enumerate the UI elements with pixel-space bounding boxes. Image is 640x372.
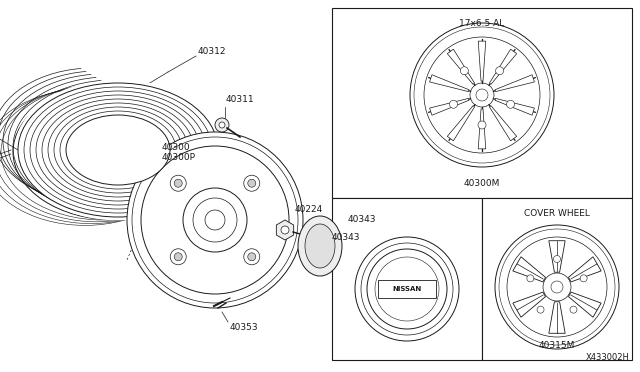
Circle shape: [219, 122, 225, 128]
Text: X433002H: X433002H: [586, 353, 630, 362]
Circle shape: [543, 273, 571, 301]
Polygon shape: [447, 106, 475, 141]
Circle shape: [507, 237, 607, 337]
Circle shape: [527, 275, 534, 282]
Text: 40300: 40300: [162, 142, 191, 151]
Circle shape: [554, 256, 561, 263]
Circle shape: [410, 23, 554, 167]
Circle shape: [170, 249, 186, 265]
Text: 40343: 40343: [348, 215, 376, 224]
Circle shape: [460, 67, 468, 75]
Circle shape: [248, 253, 256, 261]
Text: 40353: 40353: [230, 324, 259, 333]
Circle shape: [495, 67, 504, 75]
Polygon shape: [447, 49, 475, 84]
Bar: [378, 280, 436, 298]
Circle shape: [170, 175, 186, 191]
Polygon shape: [513, 292, 545, 317]
Text: NISSAN: NISSAN: [392, 286, 422, 292]
Ellipse shape: [60, 115, 170, 189]
Text: 40224: 40224: [295, 205, 323, 215]
Circle shape: [174, 179, 182, 187]
Text: 40311: 40311: [226, 96, 255, 105]
Polygon shape: [513, 257, 545, 282]
Ellipse shape: [16, 81, 220, 219]
Circle shape: [551, 281, 563, 293]
Text: 40300P: 40300P: [162, 154, 196, 163]
Circle shape: [127, 132, 303, 308]
Circle shape: [244, 175, 260, 191]
Circle shape: [476, 89, 488, 101]
Polygon shape: [568, 257, 601, 282]
Ellipse shape: [13, 84, 217, 220]
Text: 40315M: 40315M: [539, 341, 575, 350]
Circle shape: [506, 100, 515, 108]
Polygon shape: [495, 75, 534, 92]
Ellipse shape: [305, 224, 335, 268]
Circle shape: [580, 275, 587, 282]
Circle shape: [248, 179, 256, 187]
Text: 17x6.5 AL: 17x6.5 AL: [460, 19, 504, 29]
Ellipse shape: [298, 216, 342, 276]
Circle shape: [449, 100, 458, 108]
Bar: [332, 8, 632, 198]
Ellipse shape: [18, 83, 218, 217]
Polygon shape: [490, 106, 516, 141]
Polygon shape: [276, 220, 294, 240]
Circle shape: [205, 210, 225, 230]
Circle shape: [244, 249, 260, 265]
Ellipse shape: [66, 115, 170, 185]
Polygon shape: [429, 98, 469, 115]
Circle shape: [537, 306, 544, 313]
Bar: [332, 198, 482, 360]
Circle shape: [495, 225, 619, 349]
Polygon shape: [429, 75, 469, 92]
Circle shape: [470, 83, 494, 107]
Polygon shape: [478, 109, 486, 149]
Circle shape: [570, 306, 577, 313]
Circle shape: [141, 146, 289, 294]
Circle shape: [193, 198, 237, 242]
Circle shape: [281, 226, 289, 234]
Text: 40312: 40312: [198, 48, 227, 57]
Polygon shape: [490, 49, 516, 84]
Text: 40300M: 40300M: [464, 180, 500, 189]
Text: 40343: 40343: [332, 234, 360, 243]
Circle shape: [424, 37, 540, 153]
Circle shape: [215, 118, 229, 132]
Polygon shape: [478, 41, 486, 81]
Circle shape: [174, 253, 182, 261]
Polygon shape: [568, 292, 601, 317]
Polygon shape: [549, 241, 565, 272]
Polygon shape: [549, 302, 565, 333]
Bar: [482, 198, 632, 360]
Text: COVER WHEEL: COVER WHEEL: [524, 209, 590, 218]
Polygon shape: [495, 98, 534, 115]
Circle shape: [183, 188, 247, 252]
Circle shape: [355, 237, 459, 341]
Circle shape: [361, 243, 453, 335]
Circle shape: [478, 121, 486, 129]
Circle shape: [367, 249, 447, 329]
